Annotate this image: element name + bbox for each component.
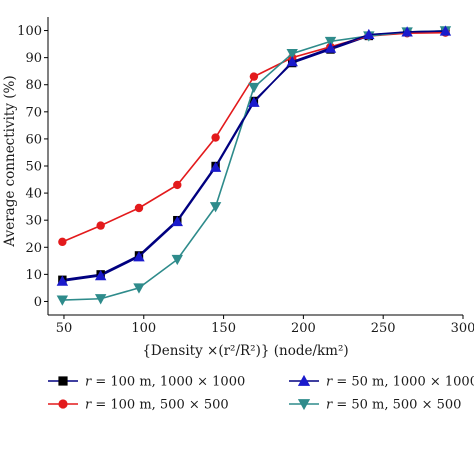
data-point — [286, 56, 298, 67]
y-axis-label: Average connectivity (%) — [2, 75, 18, 247]
legend-label-variable: r — [326, 398, 333, 413]
y-tick-label: 70 — [25, 105, 42, 120]
legend-label: r = 50 m, 500 × 500 — [326, 398, 461, 413]
data-point — [173, 180, 182, 190]
y-tick-label: 30 — [25, 214, 42, 229]
data-point — [439, 25, 452, 36]
series-line — [62, 30, 446, 301]
legend-label-text: = 100 m, 1000 × 1000 — [91, 375, 245, 390]
y-tick-label: 10 — [25, 268, 42, 283]
data-point — [248, 96, 260, 107]
x-tick-label: 50 — [56, 321, 73, 336]
data-point — [171, 254, 183, 266]
data-point — [297, 374, 311, 386]
data-point — [324, 42, 337, 53]
data-point — [209, 161, 222, 172]
series-line — [62, 30, 446, 281]
data-point — [94, 270, 107, 281]
y-tick-label: 40 — [25, 187, 42, 202]
data-point — [58, 237, 67, 247]
legend-label: r = 100 m, 500 × 500 — [85, 398, 229, 413]
data-point — [56, 295, 69, 306]
series-1 — [58, 26, 450, 284]
data-point — [249, 72, 259, 81]
series-4 — [56, 26, 452, 306]
data-point — [211, 133, 220, 142]
legend-label-variable: r — [85, 375, 92, 390]
y-tick-label: 20 — [25, 241, 42, 256]
data-point — [58, 399, 68, 409]
series-line — [62, 31, 446, 243]
y-tick-label: 90 — [25, 51, 42, 66]
series-layer — [56, 25, 452, 306]
legend-label: r = 50 m, 1000 × 1000 — [326, 375, 474, 390]
legend-entry-2: r = 100 m, 500 × 500 — [48, 398, 229, 413]
data-point — [134, 203, 144, 213]
series-2 — [58, 28, 450, 247]
x-tick-label: 300 — [451, 321, 474, 336]
series-line — [62, 30, 446, 282]
axes: 50 100 150 200 250 300 0 10 20 30 40 50 60 70 80 90 100 A… — [2, 17, 474, 359]
legend-entry-4: r = 50 m, 500 × 500 — [289, 398, 461, 413]
x-tick-label: 150 — [211, 321, 236, 336]
data-point — [56, 275, 69, 286]
data-point — [209, 202, 222, 213]
data-point — [363, 28, 375, 40]
y-tick-label: 60 — [25, 132, 42, 147]
legend-label-variable: r — [85, 398, 92, 413]
x-axis-label: {Density ×(r²/R²)} (node/km²) — [142, 343, 348, 359]
data-point — [133, 283, 145, 294]
y-tick-label: 50 — [25, 160, 42, 175]
y-tick-label: 100 — [17, 24, 42, 39]
data-point — [171, 215, 183, 227]
x-tick-label: 200 — [291, 321, 316, 336]
data-point — [286, 49, 298, 60]
data-point — [96, 221, 105, 230]
data-point — [58, 376, 68, 386]
data-point — [248, 82, 260, 94]
legend-entry-1: r = 100 m, 1000 × 1000 — [48, 375, 245, 390]
y-tick-label: 80 — [25, 78, 42, 93]
series-3 — [56, 25, 452, 286]
data-point — [401, 26, 413, 37]
data-point — [133, 251, 145, 262]
legend-label-text: = 50 m, 1000 × 1000 — [332, 375, 474, 390]
y-tick-label: 0 — [34, 295, 42, 310]
legend-entry-3: r = 50 m, 1000 × 1000 — [289, 375, 474, 390]
legend-label-text: = 100 m, 500 × 500 — [91, 398, 228, 413]
legend-label-text: = 50 m, 500 × 500 — [332, 398, 461, 413]
data-point — [297, 399, 311, 411]
data-point — [324, 36, 337, 48]
data-point — [94, 294, 107, 305]
x-tick-label: 250 — [371, 321, 396, 336]
legend-label-variable: r — [326, 375, 333, 390]
legend-label: r = 100 m, 1000 × 1000 — [85, 375, 245, 390]
x-tick-label: 100 — [131, 321, 156, 336]
